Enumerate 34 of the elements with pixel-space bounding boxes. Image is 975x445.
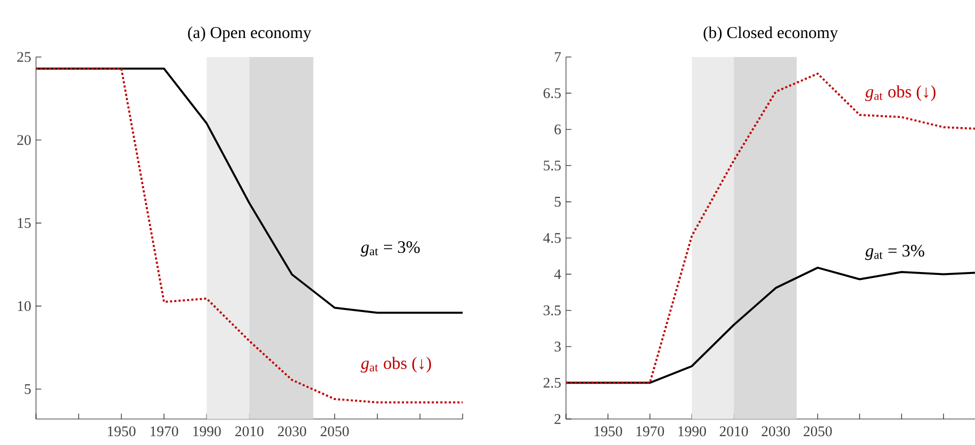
series-label: g$_{at}$ = 3% (865, 244, 924, 260)
y-tick-label: 3.5 (544, 305, 561, 316)
chart-title: (a) Open economy (188, 26, 312, 42)
y-tick-label: 7 (554, 52, 561, 62)
text: g$_{at}$ = 3% (360, 241, 420, 256)
y-tick-label: 3 (554, 342, 561, 352)
y-tick-label: 5 (24, 384, 31, 394)
chart-title: (b) Closed economy (704, 26, 838, 42)
series-label: g$_{at}$ obs (↓) (360, 356, 431, 373)
y-tick-label: 6 (554, 124, 561, 134)
x-tick-label: 2050 (320, 426, 349, 436)
y-tick-label: 2.5 (544, 378, 561, 388)
x-tick-label: 1950 (108, 426, 136, 436)
y-tick-label: 2 (554, 414, 560, 424)
y-tick-label: 4 (554, 269, 562, 280)
series-label: g$_{at}$ obs (↓) (865, 85, 936, 102)
x-tick-label: 1970 (150, 426, 178, 436)
x-tick-label: 2010 (720, 426, 748, 436)
x-tick-label: 1990 (678, 426, 706, 436)
y-tick-label: 5 (554, 196, 561, 207)
x-tick-label: 1950 (594, 426, 622, 436)
x-tick-label: 2050 (804, 426, 832, 436)
x-tick-label: 2030 (762, 426, 790, 436)
x-tick-label: 1970 (636, 426, 664, 436)
y-tick-label: 4.5 (543, 233, 561, 243)
y-tick-label: 5.5 (544, 160, 561, 170)
y-tick-label: 6.5 (544, 88, 561, 98)
y-tick-label: 10 (18, 301, 31, 312)
y-tick-label: 20 (17, 135, 31, 145)
y-tick-label: 25 (17, 52, 31, 62)
x-tick-label: 1990 (193, 426, 221, 436)
x-tick-label: 2010 (235, 426, 264, 436)
x-tick-label: 2030 (278, 426, 306, 436)
y-tick-label: 15 (18, 218, 31, 228)
